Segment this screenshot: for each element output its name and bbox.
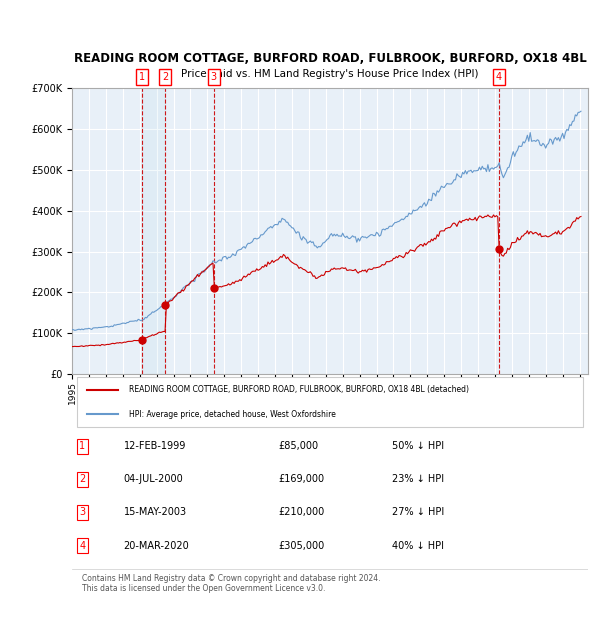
Text: £85,000: £85,000	[278, 441, 319, 451]
Text: HPI: Average price, detached house, West Oxfordshire: HPI: Average price, detached house, West…	[129, 410, 335, 418]
Text: 3: 3	[211, 72, 217, 82]
Text: 23% ↓ HPI: 23% ↓ HPI	[392, 474, 444, 484]
Text: 1: 1	[79, 441, 85, 451]
Text: READING ROOM COTTAGE, BURFORD ROAD, FULBROOK, BURFORD, OX18 4BL: READING ROOM COTTAGE, BURFORD ROAD, FULB…	[74, 52, 586, 65]
Text: 4: 4	[79, 541, 85, 551]
Text: This data is licensed under the Open Government Licence v3.0.: This data is licensed under the Open Gov…	[82, 584, 326, 593]
Text: 50% ↓ HPI: 50% ↓ HPI	[392, 441, 444, 451]
Text: 20-MAR-2020: 20-MAR-2020	[124, 541, 190, 551]
Text: Contains HM Land Registry data © Crown copyright and database right 2024.: Contains HM Land Registry data © Crown c…	[82, 574, 381, 583]
Text: £169,000: £169,000	[278, 474, 325, 484]
Text: 1: 1	[139, 72, 145, 82]
Text: 12-FEB-1999: 12-FEB-1999	[124, 441, 186, 451]
Text: 15-MAY-2003: 15-MAY-2003	[124, 507, 187, 518]
Text: 04-JUL-2000: 04-JUL-2000	[124, 474, 184, 484]
Text: 27% ↓ HPI: 27% ↓ HPI	[392, 507, 444, 518]
Text: 3: 3	[79, 507, 85, 518]
Text: £305,000: £305,000	[278, 541, 325, 551]
Text: Price paid vs. HM Land Registry's House Price Index (HPI): Price paid vs. HM Land Registry's House …	[181, 69, 479, 79]
Text: £210,000: £210,000	[278, 507, 325, 518]
Text: 4: 4	[496, 72, 502, 82]
Text: 2: 2	[162, 72, 169, 82]
Text: 2: 2	[79, 474, 85, 484]
FancyBboxPatch shape	[77, 377, 583, 427]
Text: READING ROOM COTTAGE, BURFORD ROAD, FULBROOK, BURFORD, OX18 4BL (detached): READING ROOM COTTAGE, BURFORD ROAD, FULB…	[129, 386, 469, 394]
Bar	[142, 87, 165, 374]
Text: 40% ↓ HPI: 40% ↓ HPI	[392, 541, 444, 551]
